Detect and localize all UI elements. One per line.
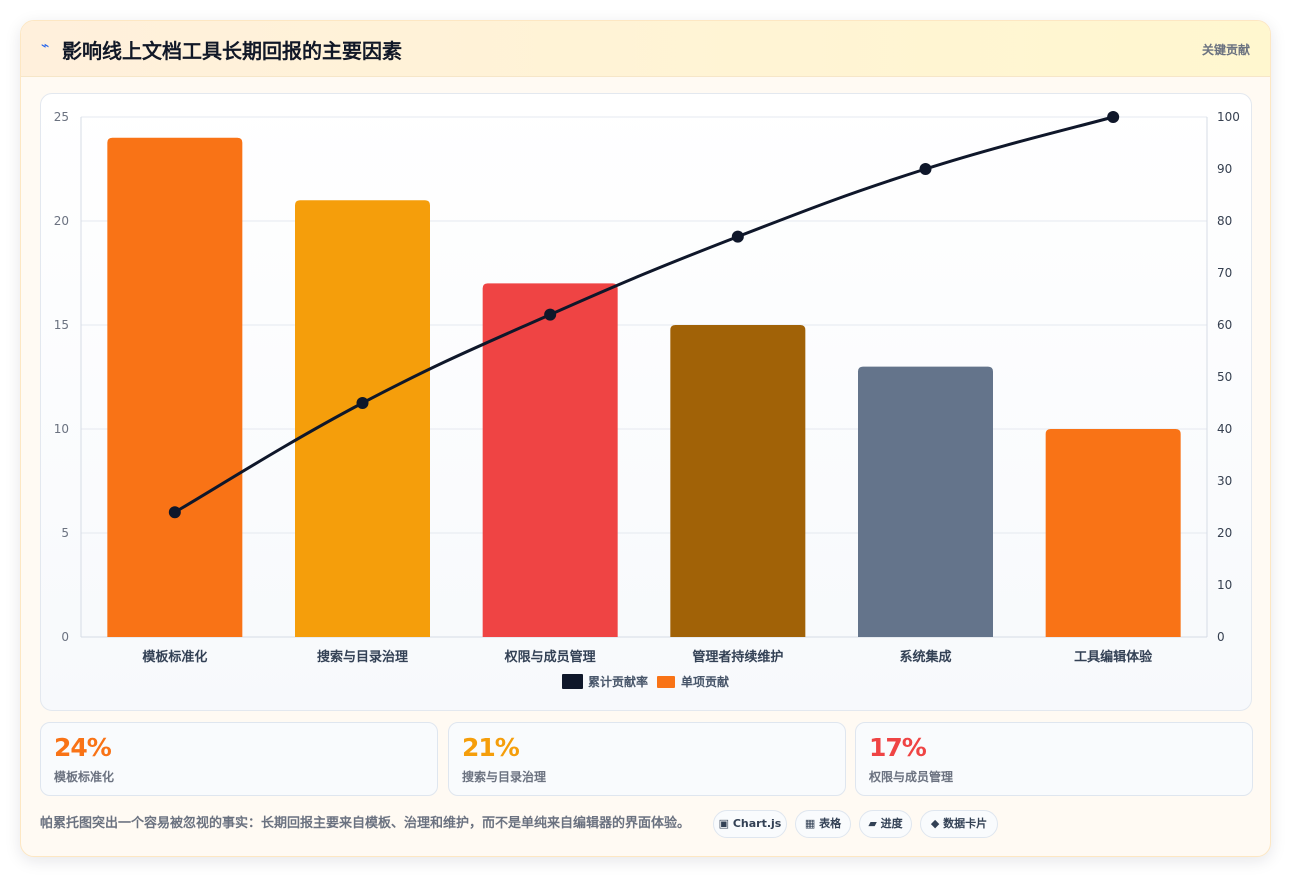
bar [482, 283, 618, 637]
bar [107, 137, 243, 638]
y-tick-label: 10 [54, 422, 69, 436]
cumulative-line [174, 115, 1114, 514]
stat-label: 搜索与目录治理 [462, 770, 547, 784]
legend-swatch-bar [657, 676, 675, 688]
x-tick-label: 模板标准化 [142, 649, 207, 665]
legend-label-line: 累计贡献率 [588, 674, 648, 689]
pareto-chart: 0 5 10 15 20 25 0 10 20 30 40 50 60 70 80 90 100 模板标准化 搜索与… [54, 110, 1240, 689]
bar [670, 325, 806, 637]
line-point [544, 308, 557, 321]
progress-chip[interactable]: ▰ 进度 [859, 810, 912, 838]
stat-card: 21% 搜索与目录治理 [448, 722, 846, 796]
x-tick-label: 搜索与目录治理 [317, 649, 408, 665]
stat-cards: 24% 模板标准化 21% 搜索与目录治理 17% 权限与成员管理 [40, 722, 1253, 796]
y2-tick-label: 60 [1217, 318, 1232, 332]
y2-tick-label: 10 [1217, 578, 1232, 592]
y2-tick-label: 30 [1217, 474, 1232, 488]
card-header: ⌁ 影响线上文档工具长期回报的主要因素 关键贡献 [21, 21, 1270, 77]
y-tick-label: 25 [54, 110, 69, 124]
data-card-chip[interactable]: ◆ 数据卡片 [920, 810, 998, 838]
table-chip[interactable]: ▦ 表格 [795, 810, 851, 838]
stat-card: 17% 权限与成员管理 [855, 722, 1253, 796]
legend-swatch-line [562, 674, 583, 689]
y2-tick-label: 20 [1217, 526, 1232, 540]
page-title: 影响线上文档工具长期回报的主要因素 [62, 39, 402, 63]
y2-tick-label: 70 [1217, 266, 1232, 280]
x-tick-label: 工具编辑体验 [1074, 649, 1153, 665]
stat-card: 24% 模板标准化 [40, 722, 438, 796]
line-point [919, 163, 932, 175]
x-tick-label: 权限与成员管理 [504, 649, 596, 665]
bar [1045, 429, 1181, 637]
y2-tick-label: 40 [1217, 422, 1232, 436]
bar [295, 200, 430, 637]
legend-label-bar: 单项贡献 [681, 674, 729, 689]
y-tick-label: 15 [54, 318, 69, 332]
report-card: ⌁ 影响线上文档工具长期回报的主要因素 关键贡献 0 5 10 15 20 25 0 10 20… [20, 20, 1271, 857]
y-tick-label: 5 [61, 526, 69, 540]
chart-panel: 0 5 10 15 20 25 0 10 20 30 40 50 60 70 80 90 100 模板标准化 搜索与… [40, 93, 1252, 711]
stat-value: 21% [462, 733, 520, 762]
x-tick-label: 管理者持续维护 [692, 649, 783, 665]
y2-tick-label: 50 [1217, 370, 1232, 384]
stat-label: 权限与成员管理 [869, 770, 954, 784]
line-point [356, 397, 369, 409]
y2-tick-label: 80 [1217, 214, 1232, 228]
chart-chip[interactable]: ▣ Chart.js [713, 810, 787, 838]
line-point [1107, 111, 1120, 123]
y-tick-label: 0 [61, 630, 69, 644]
y2-tick-label: 100 [1217, 110, 1240, 124]
bar [858, 366, 993, 637]
stat-label: 模板标准化 [54, 770, 115, 784]
line-point [168, 506, 181, 519]
stat-value: 17% [869, 733, 927, 762]
x-tick-label: 系统集成 [899, 649, 951, 665]
footer-note: 帕累托图突出一个容易被忽视的事实：长期回报主要来自模板、治理和维护，而不是单纯来… [40, 816, 691, 831]
y2-tick-label: 90 [1217, 162, 1232, 176]
stat-value: 24% [54, 733, 112, 762]
y2-tick-label: 0 [1217, 630, 1225, 644]
y-tick-label: 20 [54, 214, 69, 228]
header-tag: 关键贡献 [1201, 43, 1250, 57]
bolt-icon: ⌁ [41, 38, 50, 54]
line-point [731, 230, 744, 243]
